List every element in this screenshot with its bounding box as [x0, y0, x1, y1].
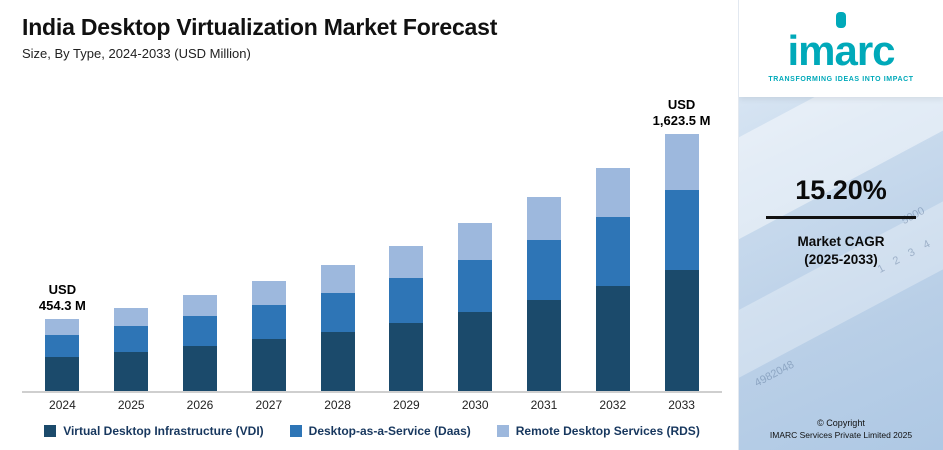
bar-segment-2033-series0 — [664, 270, 699, 391]
bar-2025 — [114, 308, 149, 391]
imarc-tagline: TRANSFORMING IDEAS INTO IMPACT — [768, 76, 914, 83]
bar-segment-2026-series1 — [182, 316, 217, 346]
bar-2030 — [458, 223, 493, 391]
bar-segment-2025-series1 — [114, 326, 149, 352]
legend-label-1: Desktop-as-a-Service (Daas) — [308, 424, 471, 438]
bar-segment-2024-series0 — [45, 357, 80, 391]
bar-segment-2031-series2 — [526, 197, 561, 240]
bar-segment-2025-series0 — [114, 352, 149, 391]
annotation-line2: 1,623.5 M — [652, 112, 711, 128]
bar-segment-2030-series0 — [458, 312, 493, 391]
cagr-label-line2: (2025-2033) — [804, 252, 878, 268]
bar-segment-2031-series1 — [526, 240, 561, 300]
x-label-2030: 2030 — [461, 398, 489, 412]
page-subtitle: Size, By Type, 2024-2033 (USD Million) — [22, 46, 251, 61]
copyright-line2: IMARC Services Private Limited 2025 — [769, 430, 913, 440]
bar-segment-2026-series2 — [182, 295, 217, 316]
bar-group-2027 — [234, 281, 303, 391]
legend-swatch-2 — [496, 425, 509, 437]
x-label-2032: 2032 — [599, 398, 627, 412]
cagr-label: Market CAGR (2025-2033) — [766, 233, 916, 269]
bar-segment-2029-series0 — [389, 323, 424, 391]
bar-segment-2026-series0 — [182, 346, 217, 391]
bar-annotation-2033: USD 1,623.5 M — [653, 97, 711, 130]
bar-segment-2031-series0 — [526, 300, 561, 391]
x-axis-labels: 2024 2025 2026 2027 2028 2029 2030 2031 2032 2033 — [22, 398, 722, 412]
bar-segment-2029-series1 — [389, 278, 424, 323]
bar-2028 — [320, 265, 355, 391]
x-label-2025: 2025 — [117, 398, 145, 412]
bar-segment-2033-series2 — [664, 134, 699, 190]
cagr-divider — [766, 216, 916, 219]
x-label-2033: 2033 — [668, 398, 695, 412]
annotation-line1: USD — [48, 281, 77, 297]
bar-group-2032 — [578, 168, 647, 391]
bar-group-2031 — [510, 197, 579, 391]
bar-group-2025 — [97, 308, 166, 391]
bar-segment-2032-series1 — [595, 217, 630, 286]
bar-annotation-2024: USD 454.3 M — [39, 282, 86, 315]
x-label-2029: 2029 — [393, 398, 420, 412]
page-title: India Desktop Virtualization Market Fore… — [22, 14, 498, 40]
legend-swatch-1 — [289, 425, 302, 437]
bar-segment-2027-series2 — [251, 281, 286, 305]
legend-item-0: Virtual Desktop Infrastructure (VDI) — [44, 424, 264, 438]
bar-segment-2027-series1 — [251, 305, 286, 339]
bar-segment-2029-series2 — [389, 246, 424, 278]
legend-item-2: Remote Desktop Services (RDS) — [496, 424, 700, 438]
bar-segment-2025-series2 — [114, 308, 149, 326]
bar-segment-2032-series0 — [595, 286, 630, 391]
bar-segment-2033-series1 — [664, 190, 699, 270]
imarc-logo: imarc — [787, 27, 895, 74]
bar-segment-2030-series2 — [458, 223, 493, 260]
bar-segment-2032-series2 — [595, 168, 630, 217]
bar-segment-2024-series1 — [45, 335, 80, 357]
annotation-line2: 454.3 M — [38, 297, 86, 313]
copyright: © Copyright IMARC Services Private Limit… — [739, 418, 943, 440]
cagr-block: 15.20% Market CAGR (2025-2033) — [766, 175, 916, 269]
annotation-line1: USD — [667, 96, 696, 112]
bar-group-2024: USD 454.3 M — [28, 282, 97, 391]
x-label-2024: 2024 — [49, 398, 76, 412]
bar-2026 — [182, 295, 217, 391]
chart-panel: India Desktop Virtualization Market Fore… — [22, 14, 722, 442]
bar-group-2030 — [441, 223, 510, 391]
bar-2033 — [664, 134, 699, 391]
bar-2024 — [45, 319, 80, 391]
bar-2031 — [526, 197, 561, 391]
bar-2027 — [251, 281, 286, 391]
legend-label-0: Virtual Desktop Infrastructure (VDI) — [63, 424, 264, 438]
brand-sidebar: 5000 1 2 3 4 4982048 imarc TRANSFORMING … — [738, 0, 943, 450]
legend-item-1: Desktop-as-a-Service (Daas) — [289, 424, 471, 438]
imarc-logo-mark-icon — [836, 12, 846, 28]
bar-2029 — [389, 246, 424, 391]
x-label-2031: 2031 — [530, 398, 558, 412]
bar-segment-2028-series2 — [320, 265, 355, 293]
x-label-2027: 2027 — [255, 398, 283, 412]
legend-label-2: Remote Desktop Services (RDS) — [515, 424, 700, 438]
bar-segment-2028-series0 — [320, 332, 355, 391]
bar-segment-2030-series1 — [458, 260, 493, 312]
bar-group-2033: USD 1,623.5 M — [647, 97, 716, 391]
copyright-line1: © Copyright — [817, 418, 865, 428]
bar-segment-2027-series0 — [251, 339, 286, 391]
chart-legend: Virtual Desktop Infrastructure (VDI) Desk… — [22, 424, 722, 442]
legend-swatch-0 — [44, 425, 57, 437]
bar-segment-2024-series2 — [45, 319, 80, 335]
bar-group-2026 — [166, 295, 235, 391]
bar-group-2028 — [303, 265, 372, 391]
bar-segment-2028-series1 — [320, 293, 355, 332]
bar-group-2029 — [372, 246, 441, 391]
cagr-label-line1: Market CAGR — [797, 234, 885, 249]
cagr-value: 15.20% — [795, 175, 887, 205]
bar-2032 — [595, 168, 630, 391]
x-label-2026: 2026 — [186, 398, 214, 412]
x-label-2028: 2028 — [324, 398, 351, 412]
imarc-logo-card: imarc TRANSFORMING IDEAS INTO IMPACT — [739, 0, 943, 97]
stacked-bar-chart: USD 454.3 M USD 1,623.5 M — [22, 67, 722, 393]
